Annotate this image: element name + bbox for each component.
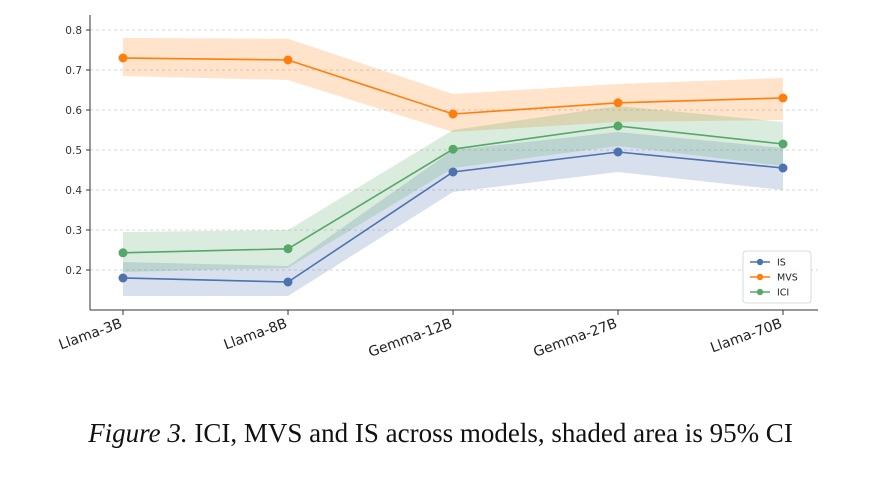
data-point-ici: [778, 139, 788, 149]
data-point-ici: [118, 248, 128, 258]
data-point-mvs: [283, 55, 293, 65]
data-point-ici: [613, 121, 623, 131]
data-point-is: [118, 273, 128, 283]
data-point-ici: [283, 244, 293, 254]
legend: IS MVS ICI: [742, 250, 812, 304]
data-point-is: [778, 163, 788, 173]
x-tick-label: Llama-70B: [708, 316, 784, 357]
figure-caption: Figure 3. ICI, MVS and IS across models,…: [0, 418, 881, 449]
y-tick-label: 0.3: [65, 225, 82, 237]
chart-container: 0.2 0.3 0.4 0.5 0.6 0.7 0.8 Llama-3B Llama-8B Gem…: [57, 15, 818, 361]
x-tick-label: Gemma-27B: [531, 316, 619, 361]
caption-text: ICI, MVS and IS across models, shaded ar…: [194, 418, 793, 448]
y-tick-label: 0.5: [65, 145, 82, 157]
data-point-is: [283, 277, 293, 287]
y-tick-label: 0.7: [65, 65, 82, 77]
x-tick-label: Llama-3B: [57, 316, 125, 354]
gridlines: [90, 29, 818, 271]
line-chart: 0.2 0.3 0.4 0.5 0.6 0.7 0.8 Llama-3B Llama-8B Gem…: [57, 15, 818, 361]
series-lines: [118, 53, 788, 287]
data-point-is: [613, 147, 623, 157]
x-tick-label: Gemma-12B: [366, 316, 454, 361]
caption-label: Figure 3.: [88, 418, 188, 448]
legend-swatch-marker: [756, 258, 764, 266]
legend-label: MVS: [777, 273, 798, 284]
legend-swatch-marker: [756, 273, 764, 281]
data-point-is: [448, 167, 458, 177]
y-tick-label: 0.4: [65, 185, 82, 197]
data-point-mvs: [613, 98, 623, 108]
legend-label: IS: [777, 258, 786, 269]
y-tick-label: 0.6: [65, 105, 82, 117]
x-tick-label: Llama-8B: [222, 316, 290, 354]
data-point-mvs: [778, 93, 788, 103]
confidence-bands: [123, 38, 783, 296]
data-point-mvs: [448, 109, 458, 119]
ci-band-ici: [123, 106, 783, 272]
legend-swatch-marker: [756, 288, 764, 296]
y-tick-label: 0.2: [65, 265, 82, 277]
legend-label: ICI: [777, 288, 789, 299]
data-point-mvs: [118, 53, 128, 63]
y-tick-label: 0.8: [65, 25, 82, 37]
data-point-ici: [448, 144, 458, 154]
